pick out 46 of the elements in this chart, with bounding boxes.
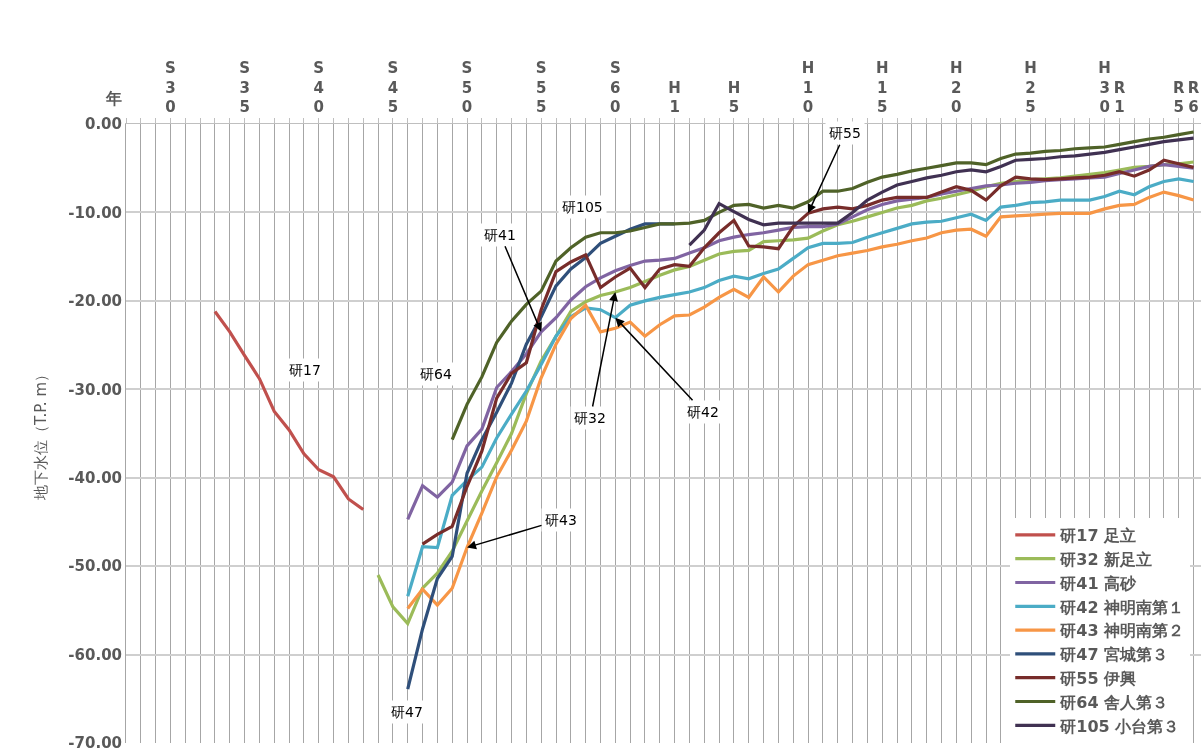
annotation: 研32 xyxy=(574,410,606,426)
annotation: 研55 xyxy=(829,125,861,141)
x-tick-label: R6 xyxy=(1187,78,1200,116)
x-tick-label: H30 xyxy=(1098,59,1111,116)
annotation: 研43 xyxy=(545,512,577,528)
x-tick-label: H20 xyxy=(950,59,963,116)
x-tick-label: S45 xyxy=(387,59,399,116)
line-series xyxy=(213,309,365,512)
x-tick-label: S50 xyxy=(461,59,473,116)
legend-label: 研43 神明南第２ xyxy=(1059,621,1185,641)
x-tick-label: S40 xyxy=(313,59,325,116)
x-tick-label: S35 xyxy=(239,59,251,116)
y-tick-label: -10.00 xyxy=(68,203,122,222)
x-tick-label: S30 xyxy=(165,59,176,116)
y-tick-label: -60.00 xyxy=(68,645,122,664)
legend-label: 研64 舎人第３ xyxy=(1059,692,1169,712)
y-tick-label: 0.00 xyxy=(84,115,122,134)
x-axis-title: 年 xyxy=(105,89,122,108)
x-tick-label: H25 xyxy=(1024,59,1037,116)
y-axis-title: 地下水位（T.P. m） xyxy=(31,366,50,502)
x-tick-label: R1 xyxy=(1113,78,1126,116)
y-tick-label: -30.00 xyxy=(68,380,122,399)
x-tick-label: H10 xyxy=(801,59,815,116)
x-tick-label: S55 xyxy=(535,59,547,116)
x-tick-label: H5 xyxy=(727,78,741,116)
annotation: 研41 xyxy=(484,227,516,243)
annotation: 研105 xyxy=(562,199,603,215)
legend-label: 研41 高砂 xyxy=(1059,573,1138,593)
legend-label: 研47 宮城第３ xyxy=(1059,645,1169,665)
legend-label: 研42 神明南第１ xyxy=(1059,597,1185,617)
y-tick-label: -50.00 xyxy=(68,557,122,576)
x-tick-label: R5 xyxy=(1172,78,1185,116)
legend-label: 研32 新足立 xyxy=(1059,549,1153,569)
y-tick-label: -20.00 xyxy=(68,292,122,311)
x-tick-label: H15 xyxy=(875,59,889,116)
annotation: 研64 xyxy=(420,366,452,382)
annotation: 研47 xyxy=(391,704,423,720)
legend-label: 研17 足立 xyxy=(1059,526,1137,546)
annotation: 研42 xyxy=(687,404,719,420)
x-tick-label: S60 xyxy=(609,59,621,116)
y-tick-label: -40.00 xyxy=(68,468,122,487)
y-tick-label: -70.00 xyxy=(68,734,122,753)
legend-label: 研55 伊興 xyxy=(1059,668,1137,688)
x-tick-label: H1 xyxy=(668,78,681,116)
legend-label: 研105 小台第３ xyxy=(1059,716,1180,736)
annotation: 研17 xyxy=(289,362,321,378)
